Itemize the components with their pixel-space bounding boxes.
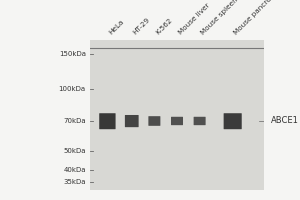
Text: K-562: K-562 bbox=[154, 17, 173, 36]
FancyBboxPatch shape bbox=[125, 115, 139, 127]
Text: 100kDa: 100kDa bbox=[59, 86, 86, 92]
FancyBboxPatch shape bbox=[171, 117, 183, 125]
Text: 50kDa: 50kDa bbox=[63, 148, 86, 154]
Text: Mouse spleen: Mouse spleen bbox=[200, 0, 239, 36]
FancyBboxPatch shape bbox=[148, 116, 160, 126]
Text: 150kDa: 150kDa bbox=[59, 51, 86, 57]
FancyBboxPatch shape bbox=[99, 113, 116, 129]
Text: ABCE1: ABCE1 bbox=[271, 116, 299, 125]
Text: Mouse pancreas: Mouse pancreas bbox=[233, 0, 278, 36]
Text: 70kDa: 70kDa bbox=[63, 118, 86, 124]
Text: HT-29: HT-29 bbox=[132, 17, 151, 36]
Text: 35kDa: 35kDa bbox=[63, 179, 86, 185]
FancyBboxPatch shape bbox=[194, 117, 206, 125]
Text: HeLa: HeLa bbox=[107, 19, 124, 36]
Text: Mouse liver: Mouse liver bbox=[177, 2, 211, 36]
Text: 40kDa: 40kDa bbox=[63, 167, 86, 173]
FancyBboxPatch shape bbox=[224, 113, 242, 129]
